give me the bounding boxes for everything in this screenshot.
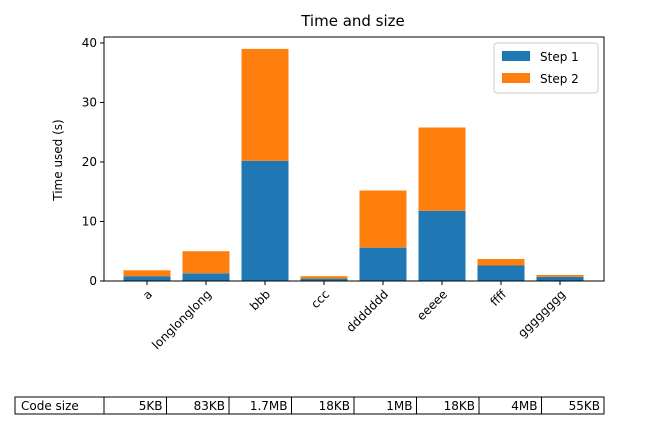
table-cell-value: 18KB [444, 399, 475, 413]
x-tick-label: a [140, 287, 155, 302]
x-tick-label: eeeee [414, 287, 450, 323]
legend-label-1: Step 1 [540, 50, 579, 64]
plot-frame [103, 36, 605, 282]
x-tick-label: ffff [488, 287, 510, 309]
table-cell-value: 1.7MB [250, 399, 288, 413]
bar-1-longlonglong [182, 273, 230, 281]
table-row-label: Code size [21, 399, 79, 413]
bar-1-a [123, 276, 171, 281]
bar-2-gggggggg [536, 275, 584, 277]
legend: Step 1 Step 2 [493, 42, 599, 94]
table-cell-value: 18KB [319, 399, 350, 413]
legend-swatch-2 [502, 73, 530, 83]
table-cell-value: 4MB [511, 399, 537, 413]
bar-1-ddddddd [359, 247, 407, 281]
legend-label-2: Step 2 [540, 72, 579, 86]
table-cell-value: 1MB [386, 399, 412, 413]
table-cell [541, 396, 605, 415]
y-tick-label: 20 [82, 155, 97, 169]
bar-1-ccc [300, 278, 348, 281]
legend-swatch-1 [502, 51, 530, 61]
y-tick-label: 30 [82, 95, 97, 109]
y-tick-label: 10 [82, 214, 97, 228]
y-axis-label: Time used (s) [51, 119, 65, 201]
table-cell-value: 5KB [139, 399, 163, 413]
chart-title: Time and size [300, 12, 405, 30]
bar-2-ddddddd [359, 190, 407, 248]
y-tick-label: 0 [89, 274, 97, 288]
table-cell-value: 83KB [194, 399, 225, 413]
bar-1-eeeee [418, 210, 466, 281]
bar-1-bbb [241, 160, 289, 281]
table-cell-value: 55KB [569, 399, 600, 413]
bar-2-longlonglong [182, 251, 230, 274]
bars-group [123, 48, 584, 281]
x-tick-label: gggggggg [515, 287, 568, 340]
x-tick-label: ddddddd [344, 287, 392, 335]
bar-2-ffff [477, 259, 525, 266]
code-size-table: Code size 5KB 83KB 1.7MB 18KB 1MB 18KB 4MB 55KB [14, 396, 605, 415]
bar-1-ffff [477, 265, 525, 281]
bar-2-ccc [300, 276, 348, 279]
x-tick-label: bbb [247, 287, 273, 313]
bar-2-bbb [241, 48, 289, 161]
bar-2-eeeee [418, 127, 466, 211]
bar-1-gggggggg [536, 276, 584, 281]
x-tick-label: longlonglong [149, 287, 214, 352]
x-tick-label: ccc [308, 287, 332, 311]
y-tick-label: 40 [82, 36, 97, 50]
bar-2-a [123, 270, 171, 277]
